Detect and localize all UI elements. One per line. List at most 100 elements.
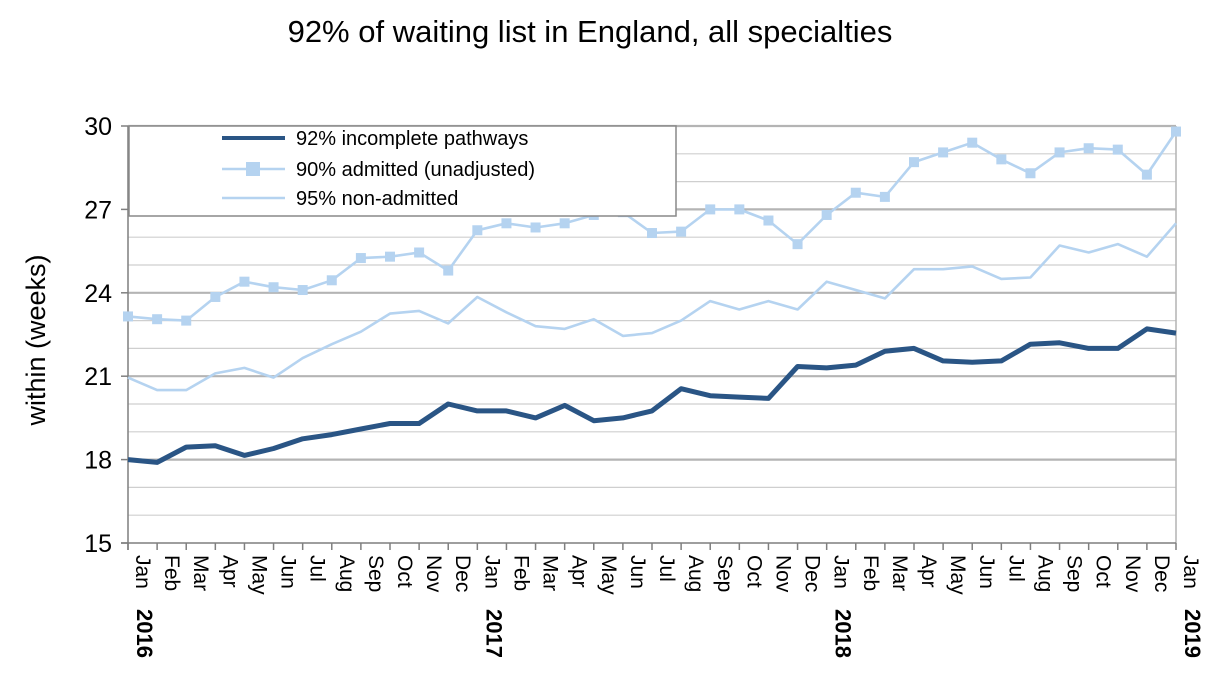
year-label: 2016 — [132, 609, 157, 658]
series-lines — [123, 126, 1181, 465]
legend-label: 95% non-admitted — [296, 188, 458, 210]
x-tick-label: May — [946, 555, 969, 595]
series-line — [127, 222, 1177, 392]
data-point-marker — [181, 315, 192, 326]
data-point-marker — [967, 137, 978, 148]
x-tick-label: Oct — [393, 555, 416, 588]
x-tick-label: Sep — [1063, 555, 1086, 592]
data-point-marker — [1083, 143, 1094, 154]
x-tick-label: Jun — [277, 555, 300, 589]
x-tick-label: Sep — [713, 555, 736, 592]
x-tick-label: Jul — [1004, 555, 1027, 582]
data-point-marker — [443, 265, 454, 276]
data-point-marker — [355, 253, 366, 264]
x-tick-label: Jan — [480, 555, 503, 589]
y-tick-label: 30 — [84, 113, 112, 141]
x-tick-label: Feb — [509, 555, 532, 591]
data-point-marker — [879, 191, 890, 202]
x-tick-label: Feb — [859, 555, 882, 591]
series-3 — [127, 222, 1177, 392]
data-point-marker — [239, 276, 250, 287]
data-point-marker — [996, 154, 1007, 165]
data-point-marker — [297, 285, 308, 296]
x-tick-label: Jul — [306, 555, 329, 582]
legend: 92% incomplete pathways 90% admitted (una… — [128, 125, 677, 217]
x-tick-label: Nov — [1121, 555, 1144, 593]
data-point-marker — [1054, 147, 1065, 158]
y-tick-label: 24 — [84, 280, 112, 308]
x-tick-label: Jan — [830, 555, 853, 589]
x-tick-label: Mar — [189, 555, 212, 591]
x-tick-label: Aug — [684, 555, 707, 592]
year-label: 2017 — [481, 609, 506, 658]
data-point-marker — [821, 209, 832, 220]
x-tick-labels: Jan Feb Mar Apr May Jun Jul Aug Sep Oct Nov Dec Jan F… — [131, 555, 1202, 595]
data-point-marker — [792, 239, 803, 250]
data-point-marker — [1171, 126, 1181, 137]
legend-marker — [246, 162, 260, 176]
series-2 — [123, 126, 1181, 326]
data-point-marker — [210, 291, 221, 302]
x-tick-label: Jul — [655, 555, 678, 582]
y-axis-label: within (weeks) — [21, 254, 51, 426]
x-tick-label: Apr — [218, 555, 241, 588]
x-tick-label: Feb — [160, 555, 183, 591]
x-tick-label: Jun — [975, 555, 998, 589]
year-label: 2018 — [831, 609, 856, 658]
x-tick-label: Jan — [1179, 555, 1202, 589]
x-tick-label: Aug — [1033, 555, 1056, 592]
y-tick-label: 27 — [84, 196, 112, 224]
data-point-marker — [123, 311, 133, 322]
legend-label: 92% incomplete pathways — [296, 128, 528, 150]
data-point-marker — [763, 215, 774, 226]
axes — [121, 125, 1177, 550]
legend-box — [128, 125, 677, 217]
x-tick-label: Nov — [771, 555, 794, 593]
data-point-marker — [850, 187, 861, 198]
data-point-marker — [472, 225, 483, 236]
data-point-marker — [530, 222, 541, 233]
data-point-marker — [1141, 169, 1152, 180]
year-labels: 2016 2017 2018 2019 — [132, 609, 1205, 658]
data-point-marker — [647, 228, 657, 239]
series-1 — [127, 326, 1177, 465]
data-point-marker — [734, 204, 745, 215]
data-point-marker — [501, 218, 512, 229]
data-point-marker — [559, 218, 570, 229]
data-point-marker — [676, 226, 687, 237]
series-line — [127, 326, 1177, 465]
x-tick-label: Dec — [1150, 555, 1173, 592]
x-tick-label: May — [247, 555, 270, 595]
data-point-marker — [938, 147, 949, 158]
legend-label: 90% admitted (unadjusted) — [296, 159, 535, 181]
x-tick-label: Jun — [626, 555, 649, 589]
data-point-marker — [1112, 144, 1123, 155]
chart-title: 92% of waiting list in England, all spec… — [287, 14, 893, 49]
x-tick-label: Nov — [422, 555, 445, 593]
data-point-marker — [1025, 168, 1036, 179]
data-point-marker — [705, 204, 716, 215]
data-point-marker — [414, 247, 425, 258]
x-tick-label: Oct — [742, 555, 765, 588]
x-tick-label: Apr — [917, 555, 940, 588]
data-point-marker — [909, 157, 919, 168]
x-tick-label: Mar — [539, 555, 562, 591]
y-tick-label: 21 — [84, 363, 112, 391]
x-tick-label: May — [597, 555, 620, 595]
x-tick-label: Oct — [1092, 555, 1115, 588]
data-point-marker — [385, 251, 395, 262]
y-tick-label: 18 — [84, 447, 112, 475]
y-tick-labels: 15 18 21 24 27 30 — [84, 113, 112, 558]
data-point-marker — [326, 275, 337, 286]
x-tick-label: Jan — [131, 555, 154, 589]
y-tick-label: 15 — [84, 530, 112, 558]
x-tick-label: Dec — [451, 555, 474, 592]
x-tick-label: Dec — [801, 555, 824, 592]
x-tick-label: Apr — [568, 555, 591, 588]
year-label: 2019 — [1180, 609, 1205, 658]
data-point-marker — [152, 314, 163, 325]
data-point-marker — [268, 282, 279, 293]
x-tick-label: Aug — [335, 555, 358, 592]
x-tick-label: Sep — [364, 555, 387, 592]
